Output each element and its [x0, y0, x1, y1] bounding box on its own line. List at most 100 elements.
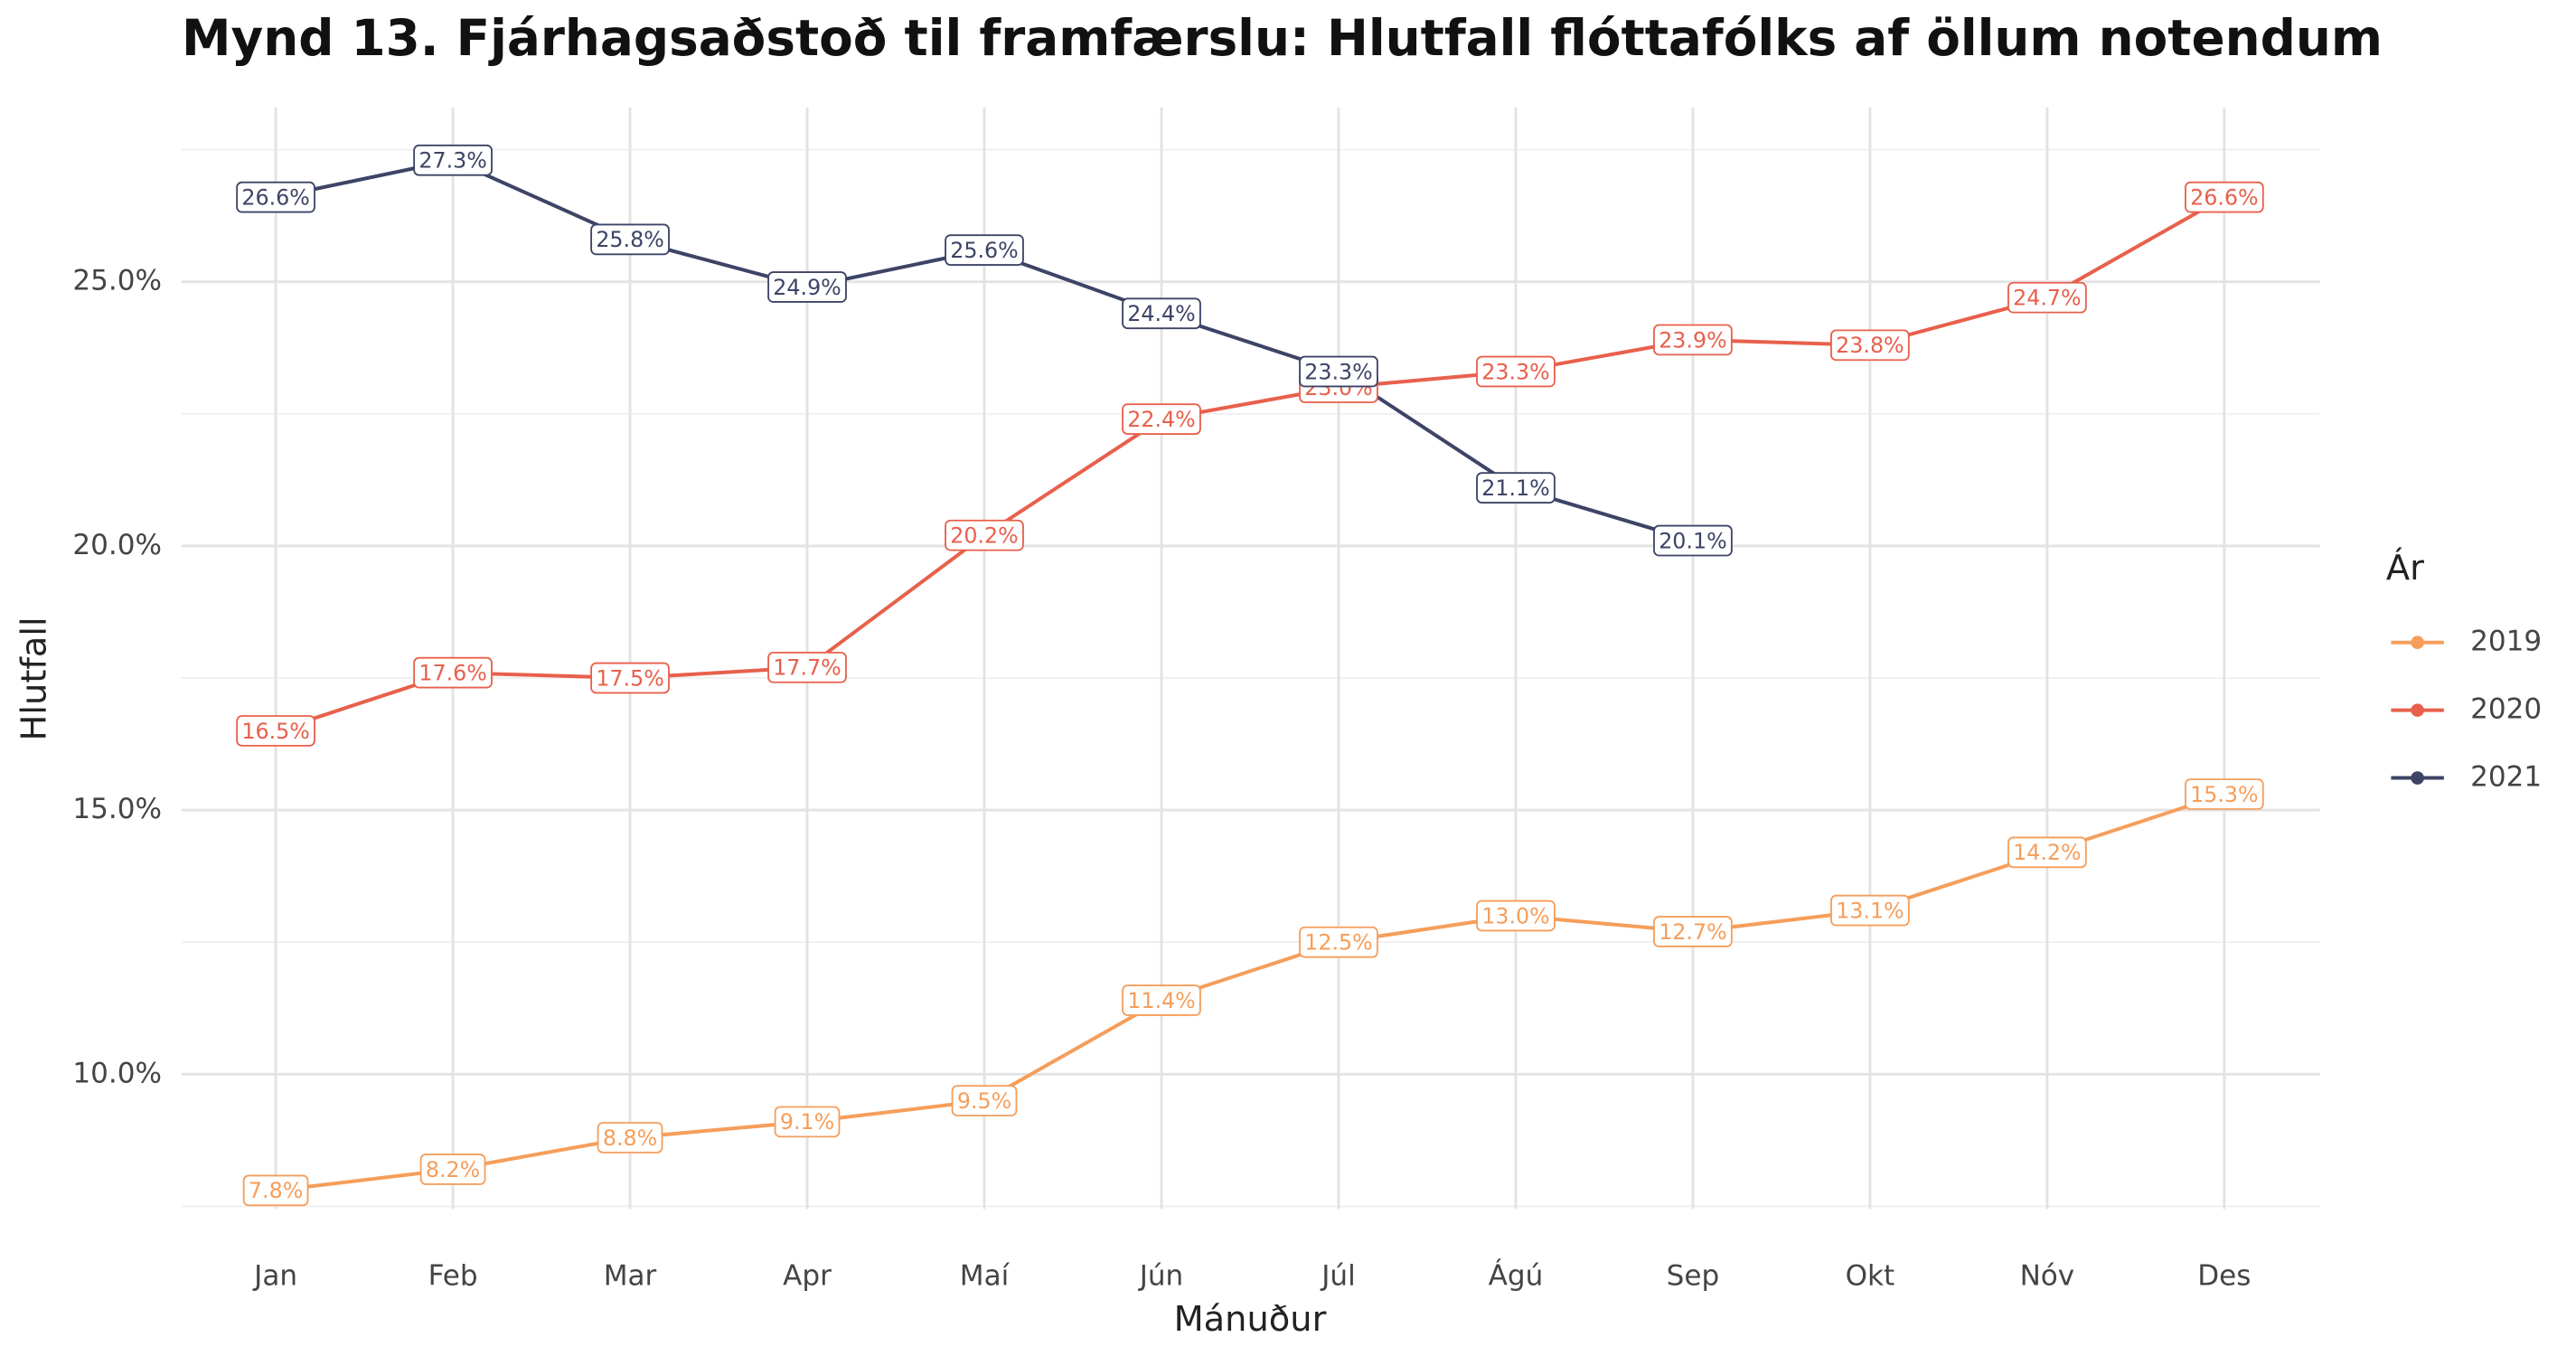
data-label-text: 12.5% [1304, 930, 1372, 956]
data-label-box [413, 656, 493, 689]
legend-label: 2019 [2470, 626, 2542, 658]
data-label: 26.6% [2185, 181, 2264, 213]
data-label-box [767, 271, 847, 303]
data-label: 16.5% [236, 715, 315, 747]
data-label: 26.6% [236, 181, 315, 213]
data-label-text: 20.1% [1659, 528, 1726, 553]
y-tick-label: 25.0% [72, 265, 162, 297]
data-label-box [1830, 894, 1910, 927]
data-label: 24.4% [1122, 297, 1201, 330]
data-label-text: 25.8% [596, 227, 663, 252]
data-label: 14.2% [2007, 836, 2087, 869]
x-tick-label: Des [2197, 1259, 2251, 1292]
data-label: 9.5% [951, 1085, 1018, 1116]
x-tick-label: Jún [1138, 1259, 1184, 1292]
data-label-text: 17.7% [773, 655, 841, 681]
data-label-box [1476, 472, 1556, 504]
data-label-box [1122, 984, 1201, 1016]
data-label-box [236, 715, 315, 747]
x-tick-label: Ágú [1489, 1257, 1544, 1292]
data-label-box [951, 1085, 1018, 1116]
data-label-text: 14.2% [2013, 840, 2081, 865]
data-label-text: 26.6% [2190, 184, 2258, 210]
data-label-box [590, 662, 670, 694]
data-label: 11.4% [1122, 984, 1201, 1016]
data-label-text: 24.9% [773, 275, 841, 300]
x-tick-label: Sep [1667, 1259, 1720, 1292]
data-label-text: 12.7% [1659, 919, 1726, 945]
data-label-text: 16.5% [241, 719, 309, 744]
data-label: 8.2% [419, 1154, 486, 1185]
data-label-text: 7.8% [249, 1178, 303, 1203]
x-axis-label: Mánuður [1174, 1299, 1327, 1340]
data-label-text: 27.3% [418, 148, 486, 174]
series-line [275, 195, 2225, 733]
data-label: 12.7% [1653, 916, 1733, 947]
data-label-text: 13.0% [1481, 903, 1549, 928]
data-label: 7.8% [242, 1174, 309, 1207]
data-label-text: 26.6% [241, 184, 309, 210]
legend-marker [2411, 636, 2424, 650]
data-label-box [1653, 524, 1733, 557]
data-label: 25.6% [945, 234, 1024, 266]
legend-label: 2020 [2470, 693, 2542, 726]
chart-title: Mynd 13. Fjárhagsaðstoð til framfærslu: … [182, 9, 2383, 67]
y-axis-label: Hlutfall [14, 617, 55, 740]
data-label-text: 17.5% [596, 665, 663, 691]
data-label-text: 23.9% [1659, 327, 1726, 353]
data-label: 22.4% [1122, 403, 1201, 435]
data-label-box [2185, 778, 2264, 810]
data-label-box [1299, 355, 1378, 388]
data-label: 21.1% [1476, 472, 1556, 504]
data-label-box [2007, 281, 2087, 314]
data-label-text: 23.8% [1836, 333, 1904, 358]
data-label-box [1476, 899, 1556, 932]
data-label: 13.0% [1476, 899, 1556, 932]
data-label: 17.7% [767, 651, 847, 683]
data-label-box [2007, 836, 2087, 869]
data-label-box [419, 1154, 486, 1185]
data-label: 8.8% [597, 1122, 663, 1154]
data-label: 9.1% [774, 1106, 841, 1138]
data-label: 12.5% [1299, 926, 1378, 958]
data-label-box [767, 651, 847, 683]
data-label: 25.8% [590, 223, 670, 256]
legend-label: 2021 [2470, 761, 2542, 794]
data-label: 24.7% [2007, 281, 2087, 314]
y-tick-label: 20.0% [72, 529, 162, 561]
data-label-box [597, 1122, 663, 1154]
data-label-text: 25.6% [950, 238, 1018, 263]
data-label: 23.3% [1476, 355, 1556, 388]
data-label-text: 24.7% [2013, 286, 2081, 311]
data-label: 23.9% [1653, 324, 1733, 356]
data-label: 17.5% [590, 662, 670, 694]
legend-title: Ár [2386, 546, 2424, 589]
y-tick-label: 10.0% [72, 1057, 162, 1089]
data-label-text: 11.4% [1127, 988, 1195, 1013]
data-label-box [1830, 329, 1910, 362]
data-label-text: 15.3% [2190, 782, 2258, 807]
data-label-text: 9.1% [780, 1109, 834, 1135]
data-label: 23.8% [1830, 329, 1910, 362]
x-tick-label: Apr [783, 1259, 832, 1292]
data-label-box [413, 144, 493, 176]
data-label-text: 8.8% [603, 1125, 657, 1151]
series-line [275, 792, 2225, 1192]
data-label: 27.3% [413, 144, 493, 176]
data-label-box [945, 519, 1024, 551]
y-tick-label: 15.0% [72, 793, 162, 825]
data-label-box [590, 223, 670, 256]
data-label-text: 20.2% [950, 523, 1018, 549]
data-label-box [945, 234, 1024, 266]
data-label-box [1299, 926, 1378, 958]
legend-marker [2411, 771, 2424, 785]
x-tick-label: Nóv [2020, 1259, 2075, 1292]
data-label: 20.2% [945, 519, 1024, 551]
x-tick-label: Feb [428, 1259, 478, 1292]
data-label-text: 9.5% [957, 1088, 1011, 1114]
data-label-box [1122, 403, 1201, 435]
x-tick-label: Jan [252, 1259, 297, 1292]
data-label-text: 24.4% [1127, 301, 1195, 326]
data-label-text: 21.1% [1481, 476, 1549, 501]
